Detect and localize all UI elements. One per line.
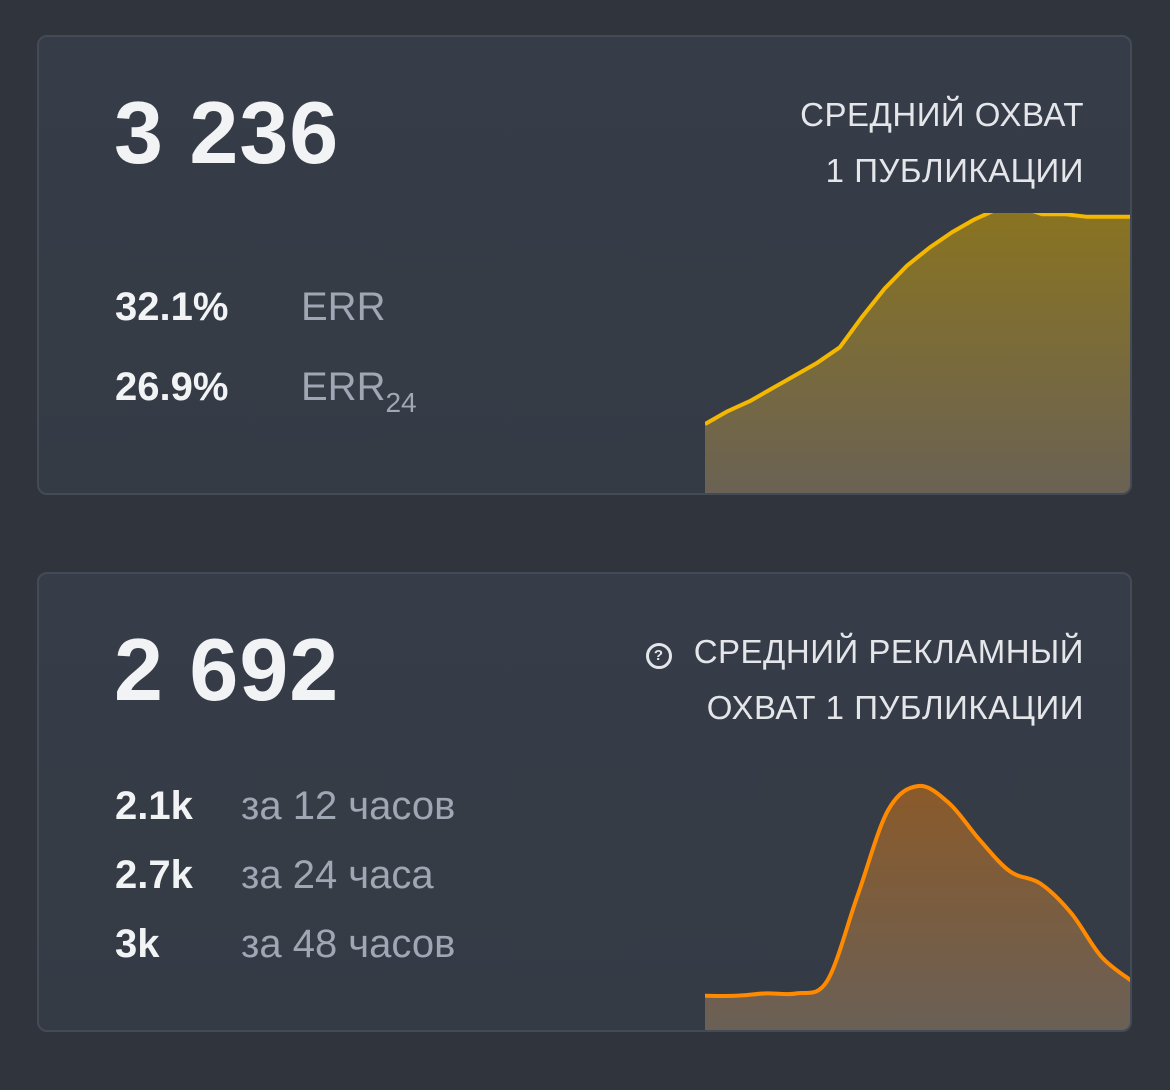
average-ad-reach-title-line1-text: СРЕДНИЙ РЕКЛАМНЫЙ xyxy=(693,633,1084,670)
reach-24h-row: 2.7k за 24 часа xyxy=(115,855,434,895)
average-reach-sparkline-area xyxy=(705,213,1130,493)
reach-48h-label: за 48 часов xyxy=(241,922,456,966)
average-reach-sparkline xyxy=(705,213,1130,493)
reach-12h-label: за 12 часов xyxy=(241,784,456,828)
average-ad-reach-sparkline-area xyxy=(705,785,1130,1030)
reach-48h-row: 3k за 48 часов xyxy=(115,924,455,964)
err24-label-text: ERR xyxy=(301,365,386,409)
average-ad-reach-title: ? СРЕДНИЙ РЕКЛАМНЫЙ ОХВАТ 1 ПУБЛИКАЦИИ xyxy=(604,624,1084,736)
average-ad-reach-value: 2 692 xyxy=(114,620,340,719)
average-ad-reach-sparkline xyxy=(705,783,1130,1030)
err24-value: 26.9% xyxy=(115,365,229,409)
average-ad-reach-title-line2: ОХВАТ 1 ПУБЛИКАЦИИ xyxy=(706,689,1084,726)
average-reach-title-line1: СРЕДНИЙ ОХВАТ xyxy=(800,96,1084,133)
reach-24h-label: за 24 часа xyxy=(241,853,434,897)
err-label: ERR xyxy=(301,285,386,329)
average-reach-title: СРЕДНИЙ ОХВАТ 1 ПУБЛИКАЦИИ xyxy=(604,87,1084,199)
average-reach-card: 3 236 СРЕДНИЙ ОХВАТ 1 ПУБЛИКАЦИИ 32.1% ER… xyxy=(37,35,1132,495)
reach-48h-value: 3k xyxy=(115,922,160,966)
err24-label-subscript: 24 xyxy=(385,387,417,418)
err-stat-row: 32.1% ERR xyxy=(115,287,385,327)
help-icon[interactable]: ? xyxy=(645,643,672,669)
average-ad-reach-card: 2 692 ? СРЕДНИЙ РЕКЛАМНЫЙ ОХВАТ 1 ПУБЛИКА… xyxy=(37,572,1132,1032)
reach-12h-row: 2.1k за 12 часов xyxy=(115,786,455,826)
err24-stat-row: 26.9% ERR24 xyxy=(115,365,417,417)
average-ad-reach-sparkline-line xyxy=(705,783,1130,998)
average-reach-value: 3 236 xyxy=(114,83,340,182)
reach-24h-value: 2.7k xyxy=(115,853,193,897)
err-value: 32.1% xyxy=(115,285,229,329)
average-reach-sparkline-line xyxy=(705,213,1130,426)
average-reach-title-line2: 1 ПУБЛИКАЦИИ xyxy=(825,152,1084,189)
average-ad-reach-title-line1: ? СРЕДНИЙ РЕКЛАМНЫЙ xyxy=(604,624,1084,680)
reach-12h-value: 2.1k xyxy=(115,784,193,828)
err24-label: ERR24 xyxy=(301,365,417,417)
